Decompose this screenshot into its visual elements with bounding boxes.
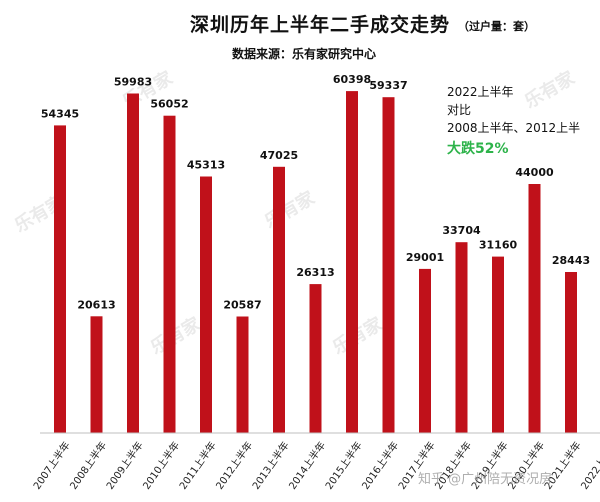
bar [236, 316, 249, 433]
data-label: 44000 [515, 166, 554, 179]
data-label: 59337 [369, 79, 407, 92]
category-tick-label: 2007上半年 [30, 439, 72, 492]
annotation-highlight: 大跌52% [447, 141, 509, 157]
bar [309, 284, 322, 433]
data-label: 56052 [150, 98, 188, 111]
annotation-line: 2008上半年、2012上半 [447, 121, 581, 135]
data-label: 29001 [406, 251, 444, 264]
bar [54, 125, 66, 434]
bar [163, 115, 176, 433]
bar [419, 268, 431, 433]
data-label: 31160 [479, 239, 518, 252]
bar [346, 91, 358, 433]
data-label: 33704 [442, 224, 481, 237]
footer-watermark: 知乎 @广州陪无资况房 [418, 472, 553, 487]
annotation-line: 对比 [447, 103, 472, 117]
bar [273, 166, 285, 434]
category-tick-label: 2011上半年 [176, 439, 218, 492]
data-label: 45313 [187, 159, 225, 172]
data-label: 47025 [260, 149, 298, 162]
data-label: 60398 [333, 73, 371, 86]
bar [492, 256, 504, 433]
annotation-line: 2022上半年 [447, 85, 514, 99]
category-tick-label: 2008上半年 [67, 439, 109, 492]
data-label: 20587 [223, 299, 261, 312]
category-tick-label: 2015上半年 [322, 439, 364, 492]
bar [455, 242, 468, 433]
category-tick-label: 2012上半年 [213, 439, 255, 492]
unit-label: （过户量：套） [458, 20, 535, 33]
category-tick-label: 2010上半年 [140, 439, 182, 492]
data-label: 54345 [41, 107, 79, 120]
bar [90, 316, 103, 433]
bar [200, 176, 212, 433]
category-tick-label: 2016上半年 [359, 439, 401, 492]
data-label: 20613 [77, 298, 115, 311]
category-tick-label: 2013上半年 [249, 439, 291, 492]
comparison-annotation: 2022上半年 对比 2008上半年、2012上半 大跌52% [447, 83, 580, 158]
bar [528, 184, 541, 433]
bar [127, 93, 139, 433]
chart-title: 深圳历年上半年二手成交走势 [190, 14, 451, 36]
category-tick-label: 2014上半年 [286, 439, 328, 492]
data-label: 28443 [552, 254, 590, 267]
bar [565, 272, 577, 433]
data-source: 数据来源：乐有家研究中心 [232, 47, 377, 61]
data-label: 59983 [114, 76, 152, 89]
bar [382, 97, 395, 433]
category-tick-label: 2009上半年 [103, 439, 145, 492]
data-label: 26313 [296, 266, 334, 279]
